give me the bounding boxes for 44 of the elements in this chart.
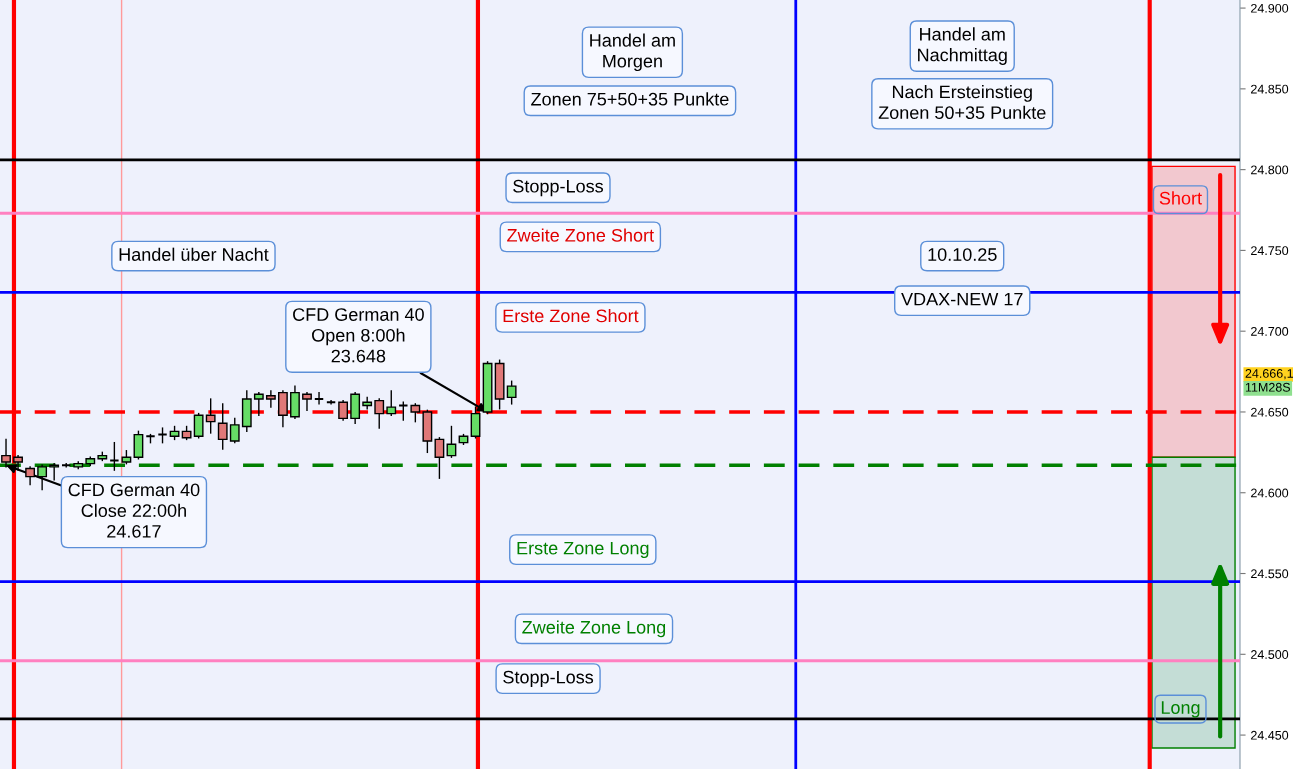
y-tick-label: 24.600 [1251, 488, 1289, 498]
ref-line-label: Erste Zone Long [517, 541, 649, 559]
y-tick-label: 24.500 [1251, 650, 1289, 659]
y-tick-label: 24.550 [1251, 569, 1289, 579]
band-label: Short [1159, 191, 1202, 205]
candlestick [434, 437, 445, 479]
candlestick [362, 396, 373, 410]
candlestick [229, 417, 240, 444]
annotation: CFD German 40 Close 22:00h 24.617 [68, 483, 200, 538]
text: 24.666,1 [1245, 369, 1293, 380]
text: 11M28S [1245, 382, 1291, 392]
y-tick-label: 24.900 [1251, 3, 1289, 13]
annotation: Handel über Nacht [119, 247, 269, 261]
ref-line-label: Stopp-Loss [503, 670, 594, 688]
candlestick [253, 391, 264, 416]
ref-line-label: Zweite Zone Long [522, 620, 666, 638]
annotation: Nach Ersteinstieg Zonen 50+35 Punkte [878, 85, 1046, 120]
ref-line-label: Stopp-Loss [513, 179, 604, 197]
candlestick [193, 412, 204, 439]
annotation: VDAX-NEW 17 [901, 292, 1023, 306]
y-tick-label: 24.650 [1251, 407, 1289, 417]
y-tick-label: 24.450 [1251, 730, 1289, 740]
candlestick [217, 403, 228, 450]
ref-line-label: Erste Zone Short [503, 309, 639, 323]
y-tick-label: 24.750 [1251, 246, 1289, 256]
candlestick [338, 399, 349, 421]
candlestick [278, 390, 288, 428]
candlestick [265, 390, 276, 408]
annotation: Handel am Nachmittag [918, 27, 1007, 65]
ref-line-label: Zweite Zone Short [507, 228, 654, 242]
annotation: Handel am Morgen [590, 33, 675, 72]
candlestick [302, 391, 312, 412]
candlestick [133, 430, 144, 460]
annotation: Zonen 75+50+35 Punkte [531, 92, 729, 106]
candlestick [386, 390, 397, 416]
candlestick [205, 398, 216, 434]
annotation: CFD German 40 Open 8:00h 23.648 [293, 308, 424, 363]
y-tick-label: 24.700 [1251, 326, 1289, 336]
candlestick [506, 380, 517, 405]
y-tick-label: 24.800 [1251, 165, 1289, 175]
candlestick [374, 398, 385, 429]
band-label: Long [1161, 701, 1200, 718]
y-tick-label: 24.850 [1251, 84, 1289, 94]
annotation: 10.10.25 [928, 248, 997, 261]
